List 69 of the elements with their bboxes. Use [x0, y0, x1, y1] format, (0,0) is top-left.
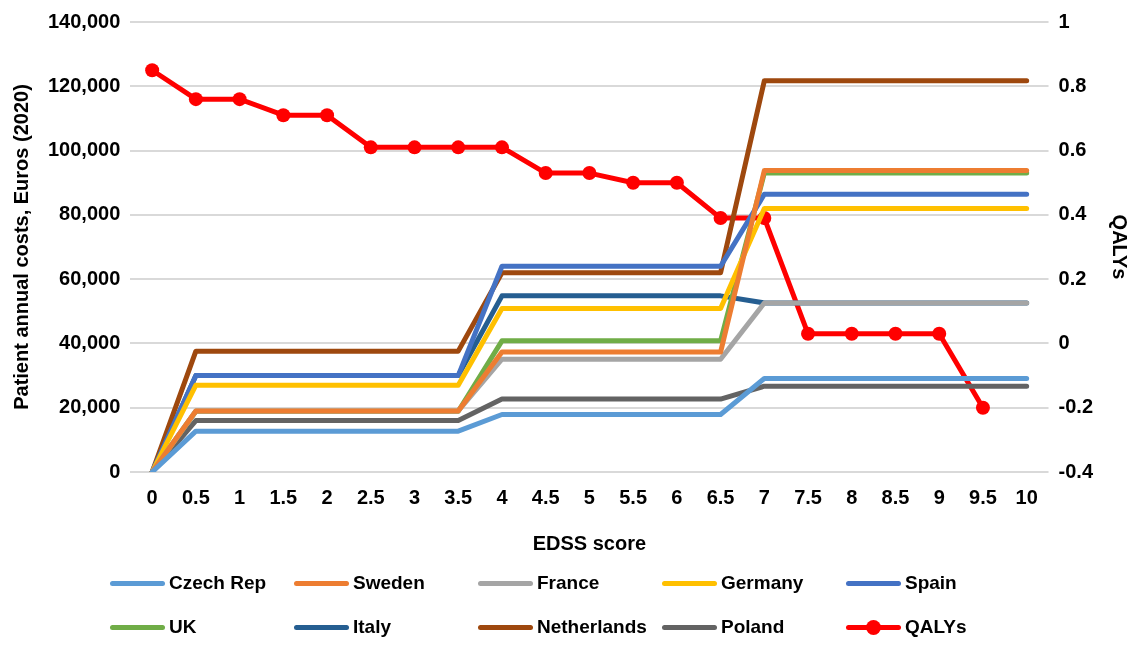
legend-label: France — [537, 572, 600, 594]
y2-axis-title: QALYs — [1109, 214, 1132, 280]
legend-label: Germany — [721, 572, 804, 594]
point — [669, 175, 684, 190]
y2-tick-label: -0.4 — [1058, 459, 1094, 482]
x-tick-label: 4 — [496, 485, 509, 508]
x-tick-label: 6 — [671, 485, 683, 508]
x-tick-label: 2.5 — [356, 485, 385, 508]
legend-label: Netherlands — [537, 616, 647, 638]
x-tick-label: 6.5 — [706, 485, 735, 508]
x-tick-label: 5.5 — [619, 485, 648, 508]
point — [494, 140, 509, 155]
y-tick-label: 20,000 — [59, 395, 121, 418]
point — [888, 326, 903, 341]
x-tick-label: 7.5 — [794, 485, 822, 508]
x-tick-label: 1 — [234, 485, 246, 508]
x-tick-label: 5 — [583, 485, 595, 508]
point — [188, 92, 203, 107]
y2-tick-label: 0.4 — [1058, 202, 1088, 225]
y-tick-label: 140,000 — [48, 9, 121, 32]
point — [363, 140, 378, 155]
y2-tick-label: -0.2 — [1058, 395, 1094, 418]
x-tick-label: 0 — [146, 485, 158, 508]
point — [626, 175, 641, 190]
point — [932, 326, 947, 341]
y-tick-label: 120,000 — [48, 73, 121, 96]
legend-label: QALYs — [905, 616, 967, 638]
point — [538, 166, 553, 181]
x-tick-label: 2 — [321, 485, 333, 508]
y2-tick-label: 0.8 — [1058, 73, 1087, 96]
x-tick-label: 8.5 — [881, 485, 910, 508]
y-tick-label: 80,000 — [59, 202, 121, 225]
legend-label: Italy — [353, 616, 392, 638]
x-tick-label: 3.5 — [444, 485, 473, 508]
y2-tick-label: 1 — [1058, 9, 1070, 32]
x-tick-label: 4.5 — [531, 485, 560, 508]
y-tick-label: 60,000 — [59, 266, 121, 289]
point — [801, 326, 816, 341]
y-tick-label: 100,000 — [48, 138, 121, 161]
x-tick-label: 9.5 — [969, 485, 997, 508]
legend-label: Sweden — [353, 572, 425, 594]
x-axis-title: EDSS score — [532, 531, 647, 554]
legend-label: Czech Rep — [169, 572, 267, 594]
x-tick-label: 9 — [933, 485, 945, 508]
legend-label: Poland — [721, 616, 785, 638]
point — [713, 211, 728, 226]
point — [407, 140, 422, 155]
point — [232, 92, 247, 107]
y-axis-title: Patient annual costs, Euros (2020) — [9, 84, 32, 410]
y2-tick-label: 0.6 — [1058, 138, 1087, 161]
y-tick-label: 0 — [109, 459, 121, 482]
point — [975, 400, 990, 415]
x-tick-label: 1.5 — [269, 485, 298, 508]
legend-label: Spain — [905, 572, 957, 594]
point — [145, 63, 160, 78]
y-tick-label: 40,000 — [59, 330, 121, 353]
x-tick-label: 10 — [1015, 485, 1038, 508]
point — [320, 108, 335, 123]
y2-tick-label: 0.2 — [1058, 266, 1087, 289]
point — [582, 166, 597, 181]
legend-label: UK — [169, 616, 197, 638]
y2-tick-label: 0 — [1058, 330, 1070, 353]
x-tick-label: 7 — [758, 485, 770, 508]
point — [276, 108, 291, 123]
x-tick-label: 3 — [408, 485, 421, 508]
x-tick-label: 0.5 — [181, 485, 210, 508]
point — [844, 326, 859, 341]
x-tick-label: 8 — [846, 485, 858, 508]
point — [451, 140, 466, 155]
